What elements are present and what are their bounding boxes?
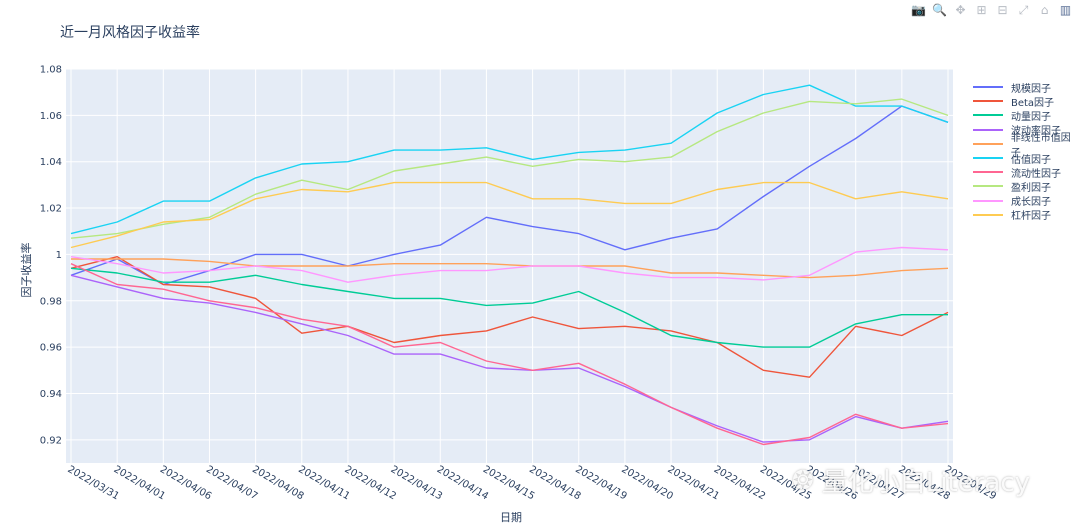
legend-swatch	[973, 157, 1003, 160]
legend-item[interactable]: 杠杆因子	[973, 208, 1080, 222]
y-tick-label: 0.96	[40, 343, 62, 354]
legend-label: 动量因子	[1011, 111, 1051, 123]
x-tick-label: 2022/04/21	[666, 464, 721, 502]
y-tick-label: 1.08	[40, 65, 62, 76]
series-group	[70, 84, 949, 446]
y-tick-label: 0.98	[40, 296, 62, 307]
x-tick-label: 2022/03/31	[66, 464, 121, 502]
series-line	[70, 246, 949, 283]
x-tick-label: 2022/04/06	[158, 464, 213, 502]
legend-swatch	[973, 199, 1003, 202]
legend-swatch	[973, 128, 1003, 131]
legend-item[interactable]: 规模因子	[973, 80, 1080, 95]
legend-label: 杠杆因子	[1011, 211, 1051, 223]
x-tick-label: 2022/04/15	[481, 464, 536, 502]
legend-label: Beta因子	[1011, 97, 1055, 109]
legend-item[interactable]: 估值因子	[973, 151, 1080, 166]
plot-area	[66, 69, 953, 463]
x-axis-title: 日期	[500, 511, 522, 524]
series-line	[70, 98, 949, 239]
legend-swatch	[973, 114, 1003, 117]
legend-item[interactable]: 波动率因子	[973, 123, 1080, 137]
legend-swatch	[973, 100, 1003, 103]
y-tick-label: 0.94	[40, 389, 62, 400]
legend-swatch	[973, 185, 1003, 188]
x-tick-label: 2022/04/01	[112, 464, 167, 502]
modebar: 📷 🔍 ✥ ⊞ ⊟ ⤢ ⌂ ▥	[910, 2, 1074, 19]
legend-swatch	[973, 213, 1003, 216]
x-tick-label: 2022/04/20	[619, 464, 674, 502]
series-line	[71, 258, 949, 279]
wechat-icon: ❂	[792, 465, 814, 496]
y-axis-title: 因子收益率	[20, 242, 33, 298]
y-tick-label: 1.06	[40, 111, 62, 122]
legend-swatch	[973, 142, 1003, 145]
x-tick-label: 2022/04/11	[296, 464, 351, 502]
zoom-out-icon[interactable]: ⊟	[997, 3, 1008, 17]
x-tick-label: 2022/04/14	[435, 464, 490, 502]
x-tick-label: 2022/04/07	[204, 464, 259, 502]
pan-icon[interactable]: ✥	[955, 3, 966, 17]
legend-swatch	[973, 86, 1003, 89]
legend-label: 非线性市值因子	[1010, 132, 1071, 159]
legend-item[interactable]: 非线性市值因子	[973, 133, 1080, 159]
y-tick-label: 0.92	[40, 435, 62, 446]
legend-label: 规模因子	[1011, 83, 1051, 95]
legend-item[interactable]: Beta因子	[973, 94, 1080, 109]
series-line	[70, 84, 949, 235]
legend-label: 估值因子	[1011, 154, 1051, 166]
zoom-in-icon[interactable]: ⊞	[976, 3, 987, 17]
x-tick-label: 2022/04/22	[712, 464, 767, 502]
x-tick-label: 2022/04/08	[250, 464, 305, 502]
watermark-text: 量化小白Literacy	[821, 468, 1031, 498]
legend-item[interactable]: 动量因子	[973, 108, 1080, 123]
series-line	[70, 263, 949, 446]
home-icon[interactable]: ⌂	[1040, 3, 1049, 17]
x-tick-label: 2022/04/19	[573, 464, 628, 502]
plotly-logo-icon[interactable]: ▥	[1059, 3, 1072, 17]
legend-label: 成长因子	[1011, 197, 1051, 209]
legend-label: 流动性因子	[1011, 168, 1061, 180]
y-tick-label: 1.04	[40, 157, 62, 168]
legend: 规模因子 Beta因子 动量因子波动率因子 非线性市值因子 估值因子流动性因子盈利因子成…	[973, 80, 1080, 222]
series-line	[70, 181, 949, 249]
legend-label: 盈利因子	[1011, 182, 1051, 194]
watermark: ❂ 量化小白Literacy	[792, 462, 1030, 499]
x-tick-label: 2022/04/18	[527, 464, 582, 502]
y-tick-label: 1.02	[40, 204, 62, 215]
series-line	[70, 105, 949, 286]
legend-item[interactable]: 盈利因子	[973, 179, 1080, 194]
x-tick-label: 2022/04/12	[342, 464, 397, 502]
series-line	[70, 256, 949, 378]
zoom-icon[interactable]: 🔍	[932, 3, 947, 17]
y-tick-label: 1	[56, 250, 62, 261]
autoscale-icon[interactable]: ⤢	[1018, 3, 1029, 17]
chart-title: 近一月风格因子收益率	[60, 25, 200, 41]
camera-icon[interactable]: 📷	[911, 3, 926, 17]
legend-item[interactable]: 成长因子	[973, 194, 1080, 208]
series-line	[70, 274, 949, 443]
legend-swatch	[973, 171, 1003, 174]
legend-label: 波动率因子	[1011, 126, 1061, 138]
legend-item[interactable]: 流动性因子	[973, 165, 1080, 180]
x-tick-label: 2022/04/13	[389, 464, 444, 502]
series-line	[70, 267, 948, 348]
y-axis: 0.92 0.94 0.96 0.98 1 1.02 1.04 1.06 1.08	[40, 65, 62, 447]
